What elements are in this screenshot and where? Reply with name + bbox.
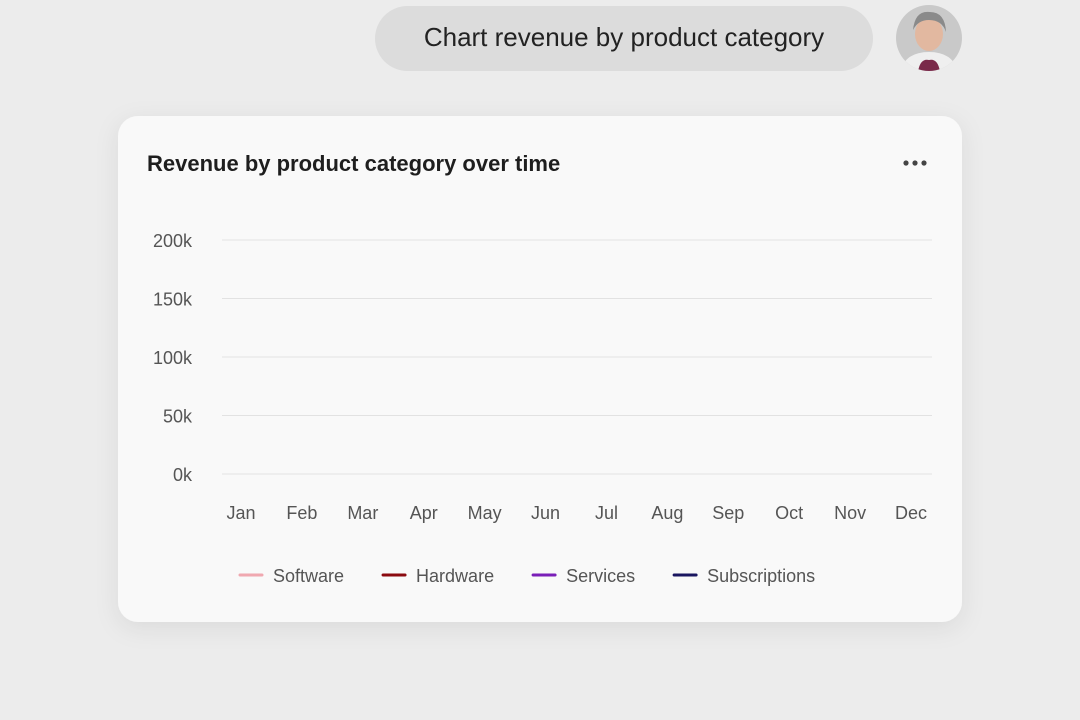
- x-tick-label: Sep: [712, 503, 744, 523]
- y-tick-label: 200k: [153, 231, 193, 251]
- legend-label: Software: [273, 566, 344, 586]
- legend-label: Services: [566, 566, 635, 586]
- x-tick-label: Feb: [286, 503, 317, 523]
- y-tick-label: 100k: [153, 348, 193, 368]
- y-tick-label: 50k: [163, 406, 193, 426]
- x-tick-label: Mar: [347, 503, 378, 523]
- message-text: Chart revenue by product category: [424, 22, 824, 52]
- x-tick-label: Jul: [595, 503, 618, 523]
- x-tick-label: Apr: [410, 503, 438, 523]
- x-tick-label: May: [468, 503, 502, 523]
- x-tick-label: Oct: [775, 503, 803, 523]
- more-menu[interactable]: [903, 160, 927, 166]
- y-tick-label: 0k: [173, 465, 193, 485]
- x-tick-label: Jan: [226, 503, 255, 523]
- message-bubble: [375, 6, 873, 71]
- x-tick-label: Aug: [651, 503, 683, 523]
- x-tick-label: Dec: [895, 503, 927, 523]
- legend-label: Subscriptions: [707, 566, 815, 586]
- x-tick-label: Nov: [834, 503, 866, 523]
- y-tick-label: 150k: [153, 289, 193, 309]
- x-tick-label: Jun: [531, 503, 560, 523]
- legend-label: Hardware: [416, 566, 494, 586]
- chart-title: Revenue by product category over time: [147, 151, 560, 176]
- avatar[interactable]: [896, 5, 962, 72]
- chart-card: [118, 116, 962, 622]
